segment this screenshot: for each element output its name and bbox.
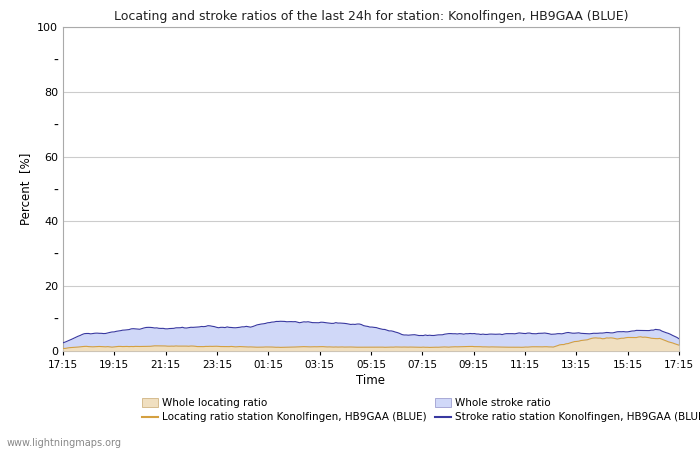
Text: www.lightningmaps.org: www.lightningmaps.org bbox=[7, 438, 122, 448]
Legend: Whole locating ratio, Locating ratio station Konolfingen, HB9GAA (BLUE), Whole s: Whole locating ratio, Locating ratio sta… bbox=[142, 398, 700, 423]
Title: Locating and stroke ratios of the last 24h for station: Konolfingen, HB9GAA (BLU: Locating and stroke ratios of the last 2… bbox=[113, 10, 629, 23]
Y-axis label: Percent  [%]: Percent [%] bbox=[19, 153, 32, 225]
X-axis label: Time: Time bbox=[356, 374, 386, 387]
